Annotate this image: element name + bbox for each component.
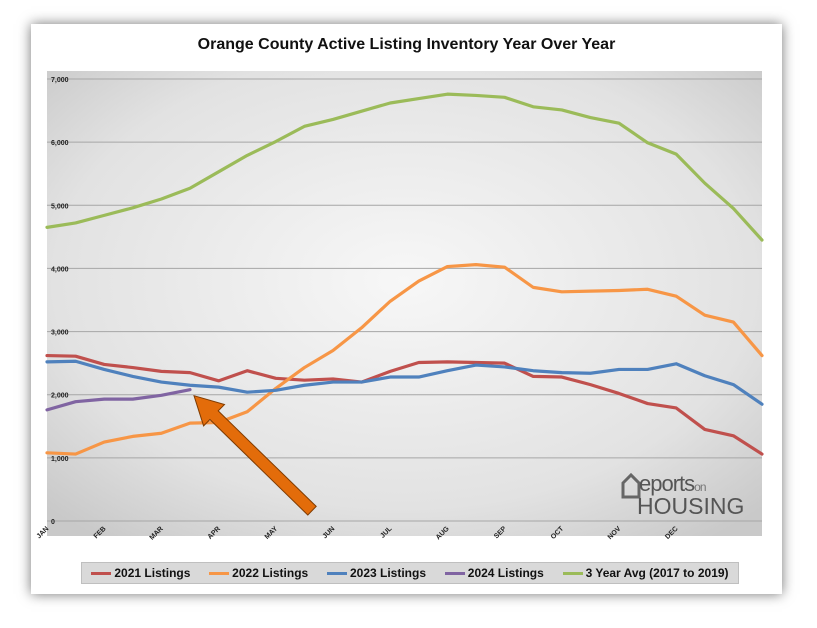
legend-item: 2022 Listings — [209, 566, 308, 580]
legend-swatch — [91, 571, 112, 575]
reports-on-housing-logo: eportson HOUSING — [621, 469, 751, 519]
series-line — [45, 263, 764, 456]
series-line — [45, 388, 192, 412]
plot-area-background — [47, 71, 762, 536]
annotation-arrow — [193, 394, 317, 516]
legend-item: 3 Year Avg (2017 to 2019) — [562, 566, 729, 580]
legend-swatch — [209, 571, 230, 575]
y-tick-label: 7,000 — [51, 77, 69, 84]
legend-swatch — [326, 571, 347, 575]
legend-label: 2022 Listings — [232, 566, 309, 580]
y-tick-label: 1,000 — [51, 456, 69, 463]
legend-label: 2021 Listings — [114, 566, 191, 580]
legend-item: 2024 Listings — [444, 566, 544, 580]
logo-text-housing: HOUSING — [637, 493, 745, 519]
series-line — [45, 92, 764, 242]
legend-label: 2023 Listings — [349, 566, 426, 580]
series-line — [45, 353, 764, 456]
y-tick-label: 6,000 — [51, 140, 69, 147]
legend: 2021 Listings 2022 Listings 2023 Listings 2… — [81, 562, 739, 584]
y-tick-label: 4,000 — [51, 266, 69, 273]
legend-swatch — [444, 571, 465, 575]
legend-label: 2024 Listings — [467, 566, 544, 580]
house-icon — [621, 473, 641, 499]
legend-label: 3 Year Avg (2017 to 2019) — [585, 566, 729, 580]
legend-swatch — [562, 571, 583, 575]
chart-title: Orange County Active Listing Inventory Y… — [197, 36, 616, 53]
series-line — [45, 359, 764, 406]
legend-item: 2023 Listings — [326, 566, 426, 580]
chart-frame: Orange County Active Listing Inventory Y… — [31, 24, 782, 594]
legend-item: 2021 Listings — [91, 566, 190, 580]
y-tick-label: 3,000 — [51, 330, 69, 337]
y-tick-label: 5,000 — [51, 203, 69, 210]
logo-text-reports: eportson — [639, 471, 707, 496]
y-tick-label: 0 — [51, 519, 55, 526]
y-tick-label: 2,000 — [51, 393, 69, 400]
